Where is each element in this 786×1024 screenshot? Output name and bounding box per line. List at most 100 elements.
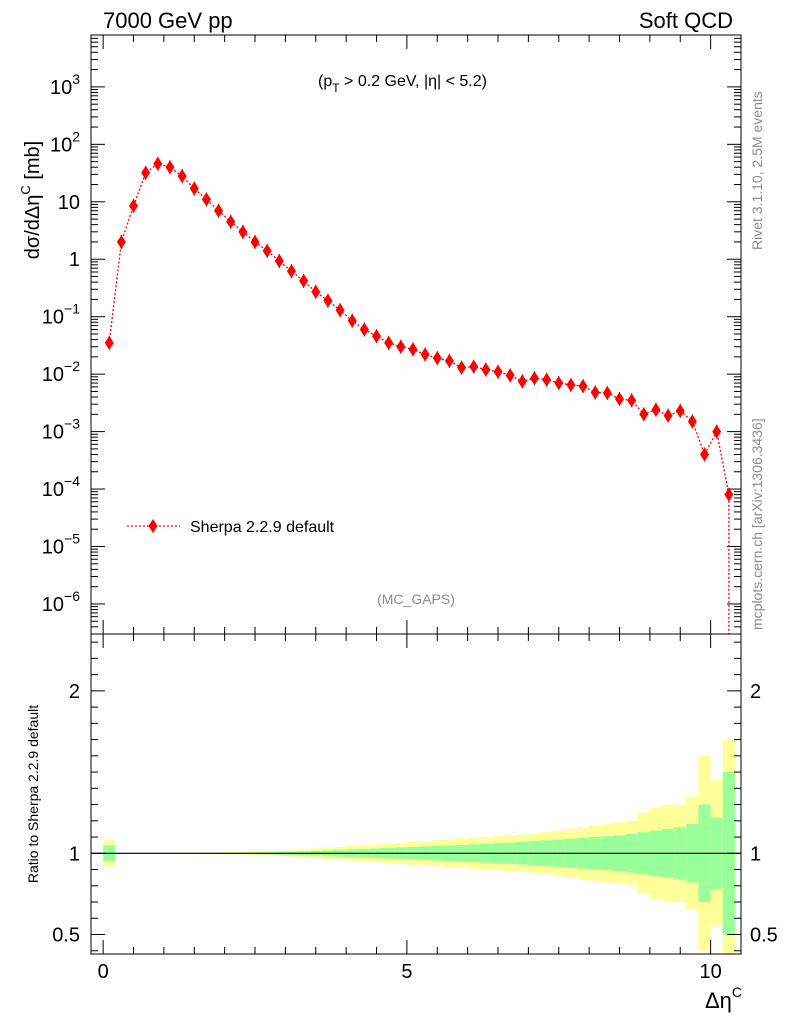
data-point <box>675 403 685 418</box>
x-tick-label: 10 <box>700 961 722 983</box>
ratio-frame <box>90 633 742 955</box>
data-point <box>116 234 126 249</box>
data-point <box>347 313 357 328</box>
data-point <box>602 385 612 400</box>
tick-label-exponent: −2 <box>64 358 80 374</box>
data-point <box>141 165 151 180</box>
tick-label-base: 10 <box>58 192 80 214</box>
ratio-y-axis-label: Ratio to Sherpa 2.2.9 default <box>25 705 41 883</box>
ratio-tick-labels: 0.5 0.5 1 1 2 2 0 5 10 <box>52 681 778 983</box>
data-point <box>129 198 139 213</box>
tick-label-exponent: −5 <box>64 531 80 547</box>
ratio-panel: 0.5 0.5 1 1 2 2 0 5 10 Ratio to Sherpa 2.2.9 def… <box>25 633 778 1013</box>
data-point <box>481 362 491 377</box>
data-point <box>165 160 175 175</box>
data-point <box>238 224 248 239</box>
tick-label-exponent: −3 <box>64 416 80 432</box>
data-point <box>189 181 199 196</box>
tick-label-base: 10 <box>42 479 64 501</box>
data-point <box>104 335 114 350</box>
data-point <box>663 408 673 423</box>
main-y-tick-label: 1 <box>69 249 80 271</box>
ratio-y-tick-label: 2 <box>69 681 80 703</box>
data-point <box>529 371 539 386</box>
data-point <box>700 447 710 462</box>
cut-label-rest: > 0.2 GeV, |η| < 5.2) <box>340 73 487 90</box>
tick-label-base: 10 <box>42 422 64 444</box>
cut-label: (pT > 0.2 GeV, |η| < 5.2) <box>318 73 487 95</box>
data-point <box>262 243 272 258</box>
data-point <box>250 234 260 249</box>
x-tick-label: 0 <box>98 961 109 983</box>
ratio-y-tick-label: 0.5 <box>52 925 80 947</box>
ratio-y-tick-label-right: 0.5 <box>750 925 778 947</box>
ratio-y-tick-label: 1 <box>69 843 80 865</box>
main-y-tick-label: 102 <box>50 128 80 156</box>
data-point <box>627 393 637 408</box>
tick-label-exponent: 2 <box>72 128 80 144</box>
main-ylabel-unit: [mb] <box>22 141 44 185</box>
tick-label-base: 10 <box>50 134 72 156</box>
tick-label-base: 1 <box>69 249 80 271</box>
data-point <box>578 379 588 394</box>
analysis-label: (MC_GAPS) <box>377 591 455 607</box>
tick-label-base: 10 <box>42 594 64 616</box>
main-y-tick-label: 10−6 <box>42 588 80 616</box>
data-point <box>201 192 211 207</box>
cut-label-sub: T <box>332 81 340 95</box>
data-point <box>493 364 503 379</box>
ratio-bands <box>103 739 735 954</box>
legend: Sherpa 2.2.9 default <box>127 519 335 536</box>
main-frame <box>90 34 742 635</box>
main-y-axis-label: dσ/dΔηC [mb] <box>18 141 44 259</box>
data-point <box>651 402 661 417</box>
data-point <box>384 335 394 350</box>
main-ylabel-main: dσ/dΔη <box>22 195 44 260</box>
energy-label: 7000 GeV pp <box>103 8 233 33</box>
rivet-version-label: Rivet 3.1.10, 2.5M events <box>749 91 765 250</box>
data-point <box>153 156 163 171</box>
data-point <box>311 284 321 299</box>
data-point <box>615 391 625 406</box>
mcplots-label: mcplots.cern.ch [arXiv:1306.3436] <box>749 418 765 630</box>
data-point <box>286 264 296 279</box>
data-point <box>444 353 454 368</box>
tick-label-base: 10 <box>50 77 72 99</box>
data-point <box>299 273 309 288</box>
tick-label-exponent: −6 <box>64 588 80 604</box>
ratio-axis-ticks <box>91 634 742 954</box>
tick-label-base: 10 <box>42 364 64 386</box>
data-point <box>226 214 236 229</box>
cut-label-open: (p <box>318 73 332 90</box>
data-point <box>420 347 430 362</box>
main-ylabel-sup: C <box>18 185 33 194</box>
data-point <box>505 368 515 383</box>
data-point <box>724 487 734 502</box>
data-point <box>469 359 479 374</box>
data-point <box>590 385 600 400</box>
main-y-tick-label: 10 <box>58 192 80 214</box>
xlabel-sup: C <box>732 984 742 1000</box>
data-point <box>323 293 333 308</box>
tick-label-base: 10 <box>42 537 64 559</box>
tick-label-exponent: −1 <box>64 301 80 317</box>
tick-label-exponent: 3 <box>72 71 80 87</box>
main-y-tick-label: 10−3 <box>42 416 80 444</box>
main-series-markers <box>104 156 734 634</box>
xlabel-main: Δη <box>705 988 732 1013</box>
main-axis-ticks <box>91 34 742 635</box>
data-point <box>712 424 722 439</box>
data-point <box>432 351 442 366</box>
data-point <box>335 303 345 318</box>
data-point <box>408 342 418 357</box>
data-point <box>396 339 406 354</box>
data-point <box>517 374 527 389</box>
legend-marker <box>148 519 158 533</box>
data-point <box>372 329 382 344</box>
process-label: Soft QCD <box>639 8 733 33</box>
data-point <box>457 360 467 375</box>
main-y-tick-label: 10−2 <box>42 358 80 386</box>
